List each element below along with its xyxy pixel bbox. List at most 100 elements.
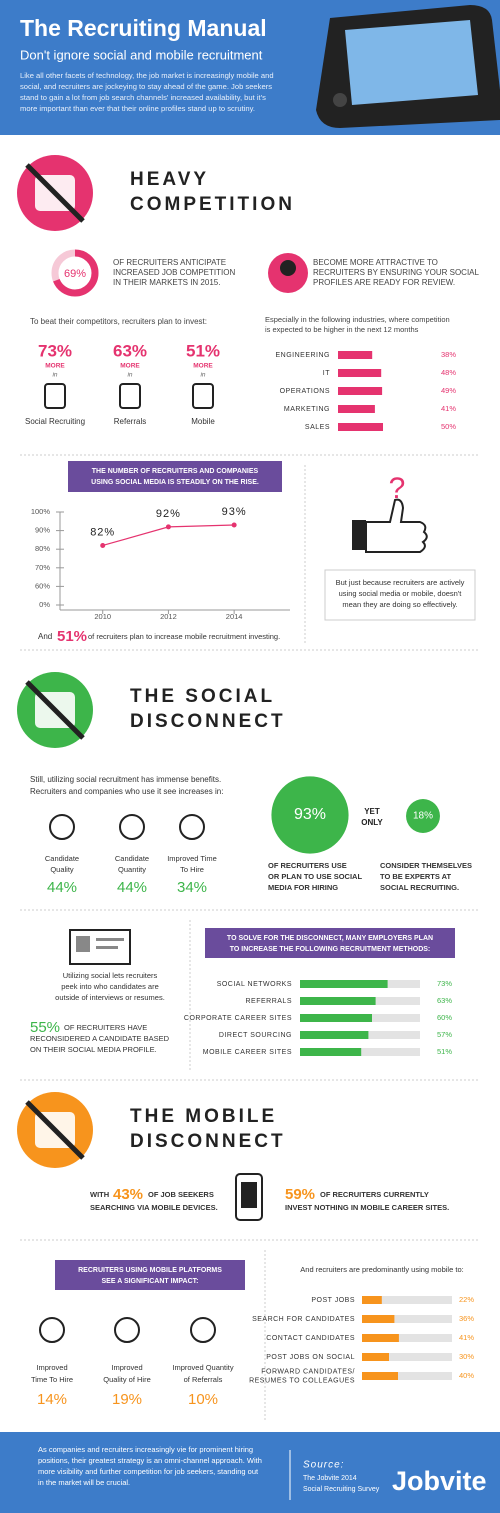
y-tick-label: 60% — [35, 581, 50, 590]
bar-label: OPERATIONS — [280, 388, 330, 395]
invest-in: in — [200, 372, 205, 379]
stat-text: CONSIDER THEMSELVES — [380, 861, 472, 870]
impact-icon — [190, 1317, 216, 1343]
bar — [300, 1031, 369, 1039]
bar-label: FORWARD CANDIDATES/ — [261, 1368, 355, 1375]
y-tick-label: 70% — [35, 563, 50, 572]
bar-value: 60% — [437, 1013, 452, 1022]
impact-label: Quality of Hire — [103, 1375, 151, 1384]
impact-icon — [39, 1317, 65, 1343]
bar-label: RESUMES TO COLLEAGUES — [249, 1377, 355, 1384]
stat-value: 43% — [113, 1186, 143, 1203]
peek-text: peek into who candidates are — [61, 982, 159, 991]
benefit-label: Candidate — [45, 854, 79, 863]
benefit-label: Candidate — [115, 854, 149, 863]
invest-more: MORE — [120, 363, 140, 370]
invest-more: MORE — [193, 363, 213, 370]
impact-label: Improved Quantity — [172, 1363, 234, 1372]
caution-text: mean they are doing so effectively. — [342, 600, 457, 609]
bar-value: 48% — [441, 368, 456, 377]
impact-label: Improved — [36, 1363, 67, 1372]
stat-text: ON THEIR SOCIAL MEDIA PROFILE. — [30, 1045, 157, 1054]
thumb-hand — [365, 498, 428, 553]
bar-value: 40% — [459, 1371, 474, 1380]
stat-text: INCREASED JOB COMPETITION — [113, 268, 235, 277]
invest-label: Social Recruiting — [25, 417, 85, 426]
donut-label: 69% — [64, 268, 86, 280]
invest-value: 51% — [186, 341, 220, 360]
footer-text: in the market will be crucial. — [38, 1478, 130, 1487]
bar — [338, 387, 383, 395]
point-label: 93% — [222, 506, 247, 518]
y-tick-label: 0% — [39, 600, 50, 609]
bar-value: 22% — [459, 1295, 474, 1304]
stat-value: 55% — [30, 1019, 60, 1036]
bar-value: 49% — [441, 386, 456, 395]
stat-lead: WITH — [90, 1190, 109, 1199]
stat-lead: And — [38, 632, 52, 641]
phone-icon-screen — [241, 1182, 257, 1208]
phone-screen — [345, 20, 478, 105]
stat-text: SOCIAL RECRUITING. — [380, 883, 459, 892]
x-tick-label: 2010 — [94, 612, 111, 621]
intro: Recruiters and companies who use it see … — [30, 787, 223, 796]
bar-value: 38% — [441, 350, 456, 359]
source-text: The Jobvite 2014 — [303, 1475, 357, 1482]
stat-text: OF RECRUITERS CURRENTLY — [320, 1190, 429, 1199]
benefit-icon — [119, 814, 145, 840]
callout-box — [205, 928, 455, 958]
intro: Like all other facets of technology, the… — [20, 71, 274, 80]
bar-label: IT — [323, 370, 330, 377]
intro: Still, utilizing social recruitment has … — [30, 775, 221, 784]
bar-track — [362, 1353, 452, 1361]
callout-box — [55, 1260, 245, 1290]
invest-icon — [119, 383, 141, 409]
bar-label: SOCIAL NETWORKS — [217, 981, 292, 988]
source-text: Social Recruiting Survey — [303, 1486, 380, 1493]
section-heading: COMPETITION — [130, 194, 295, 215]
impact-label: of Referrals — [184, 1375, 223, 1384]
bar — [362, 1334, 399, 1342]
bars-intro: is expected to be higher in the next 12 … — [265, 325, 419, 334]
trend-point — [165, 524, 171, 530]
stat-text: SEARCHING VIA MOBILE DEVICES. — [90, 1203, 218, 1212]
invest-icon — [44, 383, 66, 409]
footer-text: positions, their greatest strategy is an… — [38, 1456, 262, 1465]
bar-label: REFERRALS — [245, 998, 292, 1005]
bubble-label: 18% — [413, 811, 433, 822]
bar-value: 30% — [459, 1352, 474, 1361]
stat-text: MEDIA FOR HIRING — [268, 883, 338, 892]
bar — [362, 1353, 389, 1361]
callout-box — [68, 461, 282, 492]
bar-label: CONTACT CANDIDATES — [266, 1335, 355, 1342]
bar-track — [362, 1296, 452, 1304]
bubble-label: 93% — [294, 806, 326, 823]
bar — [338, 351, 373, 359]
y-tick-label: 90% — [35, 526, 50, 535]
bar-value: 50% — [441, 422, 456, 431]
benefit-icon — [179, 814, 205, 840]
profile-card-photo — [76, 936, 90, 952]
icon-slash — [25, 1100, 85, 1160]
chart-title: RECRUITERS USING MOBILE PLATFORMS — [78, 1267, 222, 1274]
y-tick-label: 100% — [31, 507, 51, 516]
intro: more important than ever that their onli… — [20, 104, 255, 113]
bar — [338, 423, 383, 431]
source-label: Source: — [303, 1460, 344, 1471]
stat-text: RECONSIDERED A CANDIDATE BASED — [30, 1034, 170, 1043]
invest-value: 63% — [113, 341, 147, 360]
phone-illustration — [316, 5, 500, 128]
invest-intro: To beat their competitors, recruiters pl… — [30, 317, 207, 326]
point-label: 82% — [90, 526, 115, 538]
section-heading: DISCONNECT — [130, 711, 286, 732]
trend-point — [100, 542, 106, 548]
bar-track — [362, 1334, 452, 1342]
subtitle: Don't ignore social and mobile recruitme… — [20, 47, 263, 62]
bar-label: CORPORATE CAREER SITES — [184, 1015, 292, 1022]
point-label: 92% — [156, 508, 181, 520]
benefit-label: Improved Time — [167, 854, 217, 863]
caution-box — [324, 569, 476, 621]
bar-label: DIRECT SOURCING — [219, 1032, 292, 1039]
bar — [362, 1372, 398, 1380]
